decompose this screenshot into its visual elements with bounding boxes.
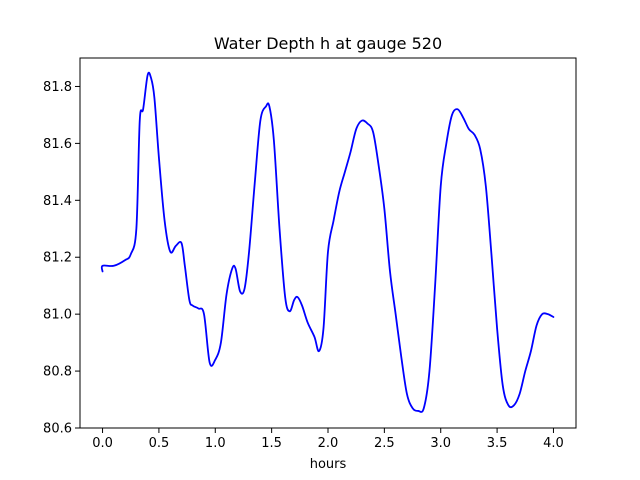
y-tick-label: 81.2: [43, 251, 72, 266]
series-line: [100, 71, 555, 413]
y-tick-label: 81.8: [43, 80, 72, 95]
x-axis-label: hours: [310, 457, 347, 472]
x-tick-label: 1.5: [261, 436, 282, 451]
y-tick-label: 81.0: [43, 308, 72, 323]
plot-frame: [79, 57, 577, 429]
x-tick-label: 0.0: [92, 436, 113, 451]
chart-title: Water Depth h at gauge 520: [214, 34, 442, 53]
x-tick-label: 2.0: [318, 436, 339, 451]
x-tick-label: 3.0: [430, 436, 451, 451]
y-tick-label: 81.4: [43, 194, 72, 209]
x-tick-label: 4.0: [543, 436, 564, 451]
plot-area: [80, 58, 576, 428]
x-tick-label: 0.5: [149, 436, 170, 451]
y-tick-label: 80.6: [43, 422, 72, 437]
y-tick-label: 81.6: [43, 137, 72, 152]
y-tick-label: 80.8: [43, 365, 72, 380]
x-tick-label: 1.0: [205, 436, 226, 451]
x-tick-label: 3.5: [487, 436, 508, 451]
x-tick-label: 2.5: [374, 436, 395, 451]
series-layer: [100, 71, 555, 413]
tick-layer: 0.0 0.5 1.0 1.5 2.0 2.5 3.0 3.5 4.0 80.6 80.8 81.0 8…: [43, 80, 564, 451]
